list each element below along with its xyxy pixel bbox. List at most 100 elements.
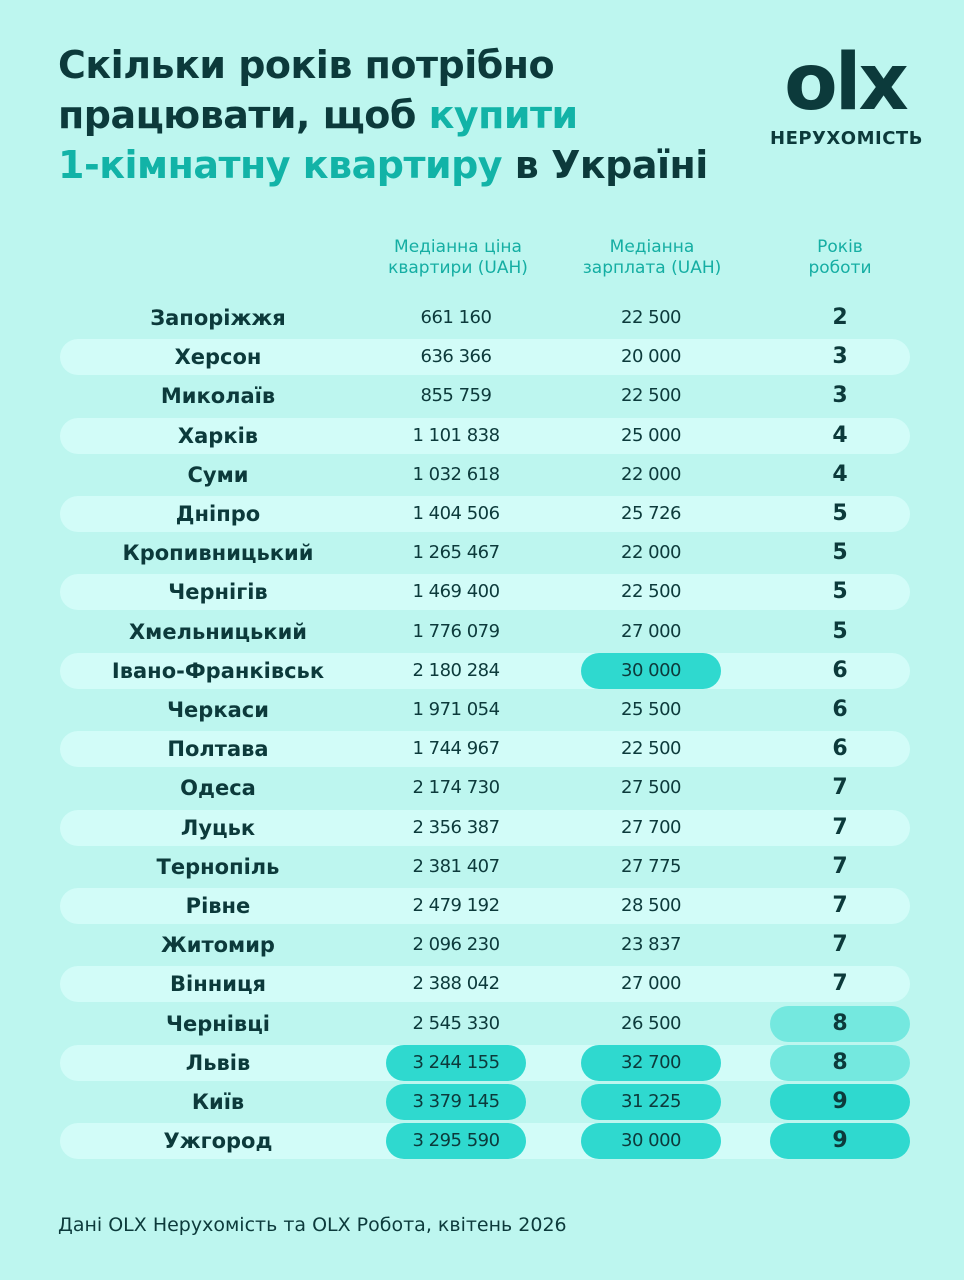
row-stripe	[60, 496, 910, 532]
title-segment: купити	[428, 93, 579, 137]
highlight-pill	[581, 652, 721, 689]
row-stripe	[60, 652, 910, 689]
table-cell: 26 500	[621, 1012, 681, 1034]
table-cell: 7	[832, 853, 848, 879]
table-cell: 25 000	[621, 424, 681, 446]
header-line: Років	[817, 237, 863, 257]
table-cell: 22 500	[621, 385, 681, 407]
city-name: Суми	[187, 462, 249, 487]
header-line: роботи	[808, 258, 872, 278]
title-segment: 1-кімнатну квартиру	[58, 143, 503, 187]
table-cell: 2 479 192	[412, 895, 500, 916]
row-stripe	[60, 731, 910, 768]
title-line: Скільки років потрібно	[58, 40, 708, 90]
highlight-pill	[770, 1123, 910, 1160]
table-cell: 2 096 230	[412, 934, 500, 956]
table-cell: 22 500	[621, 307, 681, 328]
table-cell: 7	[832, 775, 848, 801]
table-cell: 28 500	[621, 895, 681, 916]
table-cell: 3 244 155	[412, 1051, 500, 1073]
table-cell: 9	[832, 1089, 848, 1114]
title-segment: Скільки років потрібно	[58, 43, 555, 87]
title-segment: працювати, щоб	[58, 93, 429, 137]
table-cell: 1 971 054	[412, 699, 500, 720]
table-cell: 23 837	[621, 934, 681, 956]
table-cell: 8	[832, 1049, 848, 1075]
city-name: Івано-Франківськ	[111, 658, 325, 683]
city-name: Житомир	[161, 933, 275, 958]
table-cell: 27 000	[621, 620, 681, 642]
title-line: працювати, щоб купити	[58, 90, 708, 140]
table-cell: 5	[832, 501, 848, 526]
header-line: зарплата (UAH)	[582, 258, 722, 278]
table-cell: 30 000	[621, 659, 681, 681]
row-stripe	[60, 888, 910, 924]
table-cell: 3 295 590	[412, 1130, 500, 1152]
table-cell: 1 404 506	[412, 503, 500, 524]
table-cell: 1 469 400	[412, 581, 500, 603]
city-name: Одеса	[180, 776, 256, 801]
table-cell: 27 500	[621, 777, 681, 799]
table-cell: 27 775	[621, 855, 681, 877]
city-name: Хмельницький	[128, 619, 307, 644]
table-cell: 22 000	[621, 463, 681, 485]
table-cell: 32 700	[621, 1051, 681, 1073]
city-name: Київ	[191, 1090, 245, 1114]
logo-mark: olx	[784, 38, 909, 128]
row-stripe	[60, 339, 910, 376]
table-cell: 1 744 967	[412, 738, 500, 760]
table-cell: 7	[832, 932, 848, 958]
table-cell: 3	[832, 344, 848, 370]
footer-note: Дані OLX Нерухомість та OLX Робота, квіт…	[58, 1214, 567, 1236]
table-cell: 27 700	[621, 816, 681, 838]
city-name: Рівне	[185, 894, 251, 918]
table-cell: 6	[832, 657, 848, 683]
table-cell: 22 500	[621, 581, 681, 603]
table-cell: 22 000	[621, 542, 681, 564]
city-name: Чернівці	[165, 1011, 270, 1036]
city-name: Кропивницький	[122, 541, 314, 566]
row-stripe	[60, 966, 910, 1003]
table-cell: 7	[832, 814, 848, 840]
table-cell: 4	[832, 461, 848, 487]
header-line: Медіанна ціна	[394, 237, 522, 257]
highlight-pill	[770, 1084, 910, 1120]
table-cell: 5	[832, 618, 848, 644]
table-cell: 636 366	[420, 346, 492, 368]
city-name: Вінниця	[170, 972, 266, 997]
table-cell: 5	[832, 540, 848, 566]
table-cell: 1 101 838	[412, 424, 500, 446]
logo: olx НЕРУХОМІСТЬ	[770, 38, 922, 149]
table-cell: 7	[832, 893, 848, 918]
highlight-pill	[386, 1044, 526, 1081]
column-header: Медіанна ціна квартири (UAH)	[358, 237, 558, 279]
table-cell: 855 759	[420, 385, 492, 407]
table-cell: 3 379 145	[412, 1091, 500, 1112]
table-cell: 27 000	[621, 973, 681, 995]
city-name: Львів	[185, 1050, 251, 1075]
highlight-pill	[581, 1084, 721, 1120]
table-cell: 6	[832, 697, 848, 722]
city-name: Черкаси	[167, 698, 269, 722]
city-name: Луцьк	[180, 815, 256, 840]
highlight-pill	[770, 1005, 910, 1042]
row-stripe	[60, 809, 910, 846]
table-cell: 2 356 387	[412, 816, 500, 838]
city-name: Полтава	[167, 737, 269, 762]
row-stripe	[60, 574, 910, 611]
city-name: Харків	[177, 423, 259, 448]
column-header: Медіанна зарплата (UAH)	[552, 237, 752, 279]
table-cell: 25 500	[621, 699, 681, 720]
table-cell: 7	[832, 971, 848, 997]
column-header: Років роботи	[740, 237, 940, 279]
table-cell: 4	[832, 422, 848, 448]
city-name: Миколаїв	[160, 384, 276, 409]
table-cell: 1 032 618	[412, 463, 500, 485]
highlight-pill	[386, 1084, 526, 1120]
table-cell: 31 225	[621, 1091, 681, 1112]
city-name: Херсон	[174, 345, 262, 370]
table-cell: 661 160	[420, 307, 492, 328]
table-cell: 9	[832, 1128, 848, 1154]
table-cell: 22 500	[621, 738, 681, 760]
table-cell: 2 180 284	[412, 659, 500, 681]
